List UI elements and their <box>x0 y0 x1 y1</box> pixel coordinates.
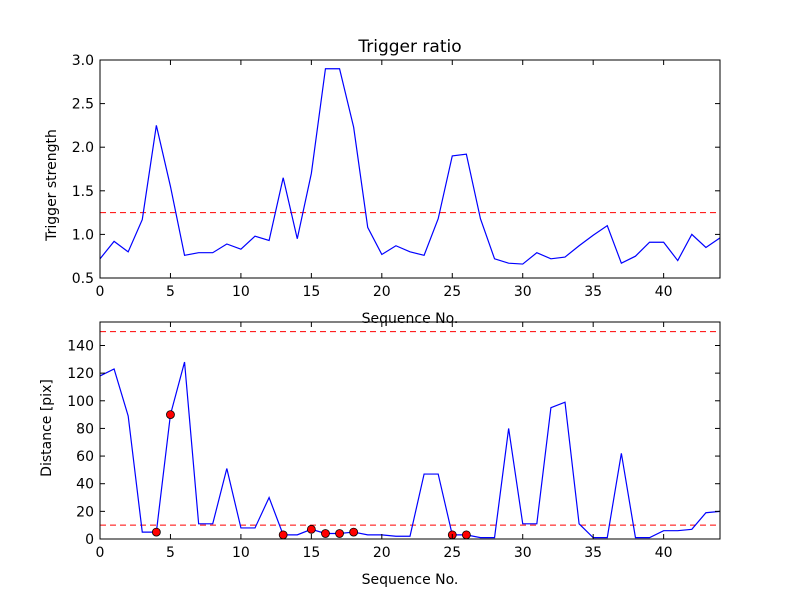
x-tick-label: 20 <box>373 284 391 300</box>
y-tick-label: 1.5 <box>72 184 94 200</box>
x-tick-label: 0 <box>96 284 105 300</box>
x-tick-label: 35 <box>584 545 602 561</box>
distance-panel: Distance [pix] Sequence No. 0 5 10 15 20 25 30… <box>39 321 721 588</box>
y-tick-label: 80 <box>76 421 94 437</box>
series-line <box>100 361 720 539</box>
data-point-marker <box>321 529 330 538</box>
data-point-marker <box>278 530 288 540</box>
x-tick-label: 5 <box>166 545 175 561</box>
y-tick-label: 120 <box>67 366 94 382</box>
y-tick-label: 0.5 <box>72 271 94 287</box>
x-tick-label: 15 <box>302 284 320 300</box>
axes-frame <box>99 321 721 540</box>
data-point-marker <box>335 529 344 538</box>
plot-area <box>100 68 720 265</box>
x-tick-label: 10 <box>232 284 250 300</box>
data-point-marker <box>151 527 161 537</box>
data-point-marker <box>349 527 359 537</box>
y-tick-label: 2.5 <box>72 97 94 113</box>
y-axis-label: Distance [pix] <box>39 379 55 477</box>
x-tick-label: 25 <box>443 545 461 561</box>
x-tick-label: 40 <box>655 284 673 300</box>
trigger-ratio-panel: Trigger ratio Trigger strength Sequence … <box>44 37 721 327</box>
x-axis-label: Sequence No. <box>362 572 459 588</box>
y-tick-label: 0 <box>85 532 94 548</box>
axes-frame <box>99 59 721 279</box>
plot-area <box>100 331 720 539</box>
data-point-marker <box>166 410 175 420</box>
x-tick-label: 40 <box>655 545 673 561</box>
x-tick-label: 30 <box>514 545 532 561</box>
y-tick-label: 40 <box>76 477 94 493</box>
chart-title: Trigger ratio <box>357 37 461 57</box>
data-point-marker <box>306 524 316 534</box>
x-tick-label: 30 <box>514 284 532 300</box>
y-tick-label: 60 <box>76 449 94 465</box>
x-tick-label: 35 <box>584 284 602 300</box>
y-axis-label: Trigger strength <box>44 129 60 242</box>
x-tick-label: 5 <box>166 284 175 300</box>
x-tick-label: 15 <box>302 545 320 561</box>
y-tick-label: 20 <box>76 504 94 520</box>
y-tick-label: 140 <box>67 338 94 354</box>
x-axis-label: Sequence No. <box>362 311 459 327</box>
y-tick-label: 1.0 <box>72 227 94 243</box>
x-tick-label: 10 <box>232 545 250 561</box>
y-tick-label: 2.0 <box>72 140 94 156</box>
y-tick-label: 3.0 <box>72 53 94 69</box>
series-line <box>100 68 720 265</box>
x-tick-label: 25 <box>443 284 461 300</box>
y-tick-label: 100 <box>67 394 94 410</box>
x-tick-label: 20 <box>373 545 391 561</box>
data-point-marker <box>461 530 471 540</box>
x-tick-label: 0 <box>96 545 105 561</box>
